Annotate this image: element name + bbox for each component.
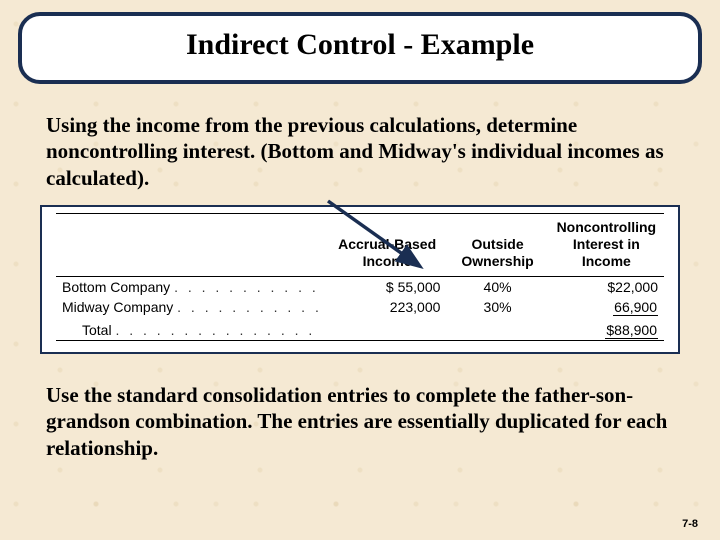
col-header-nci: NoncontrollingInterest inIncome <box>549 215 664 276</box>
leader-dots: . . . . . . . . . . . <box>174 279 319 295</box>
outside-value: 30% <box>446 297 548 318</box>
table-row: Bottom Company . . . . . . . . . . . $ 5… <box>56 276 664 297</box>
outside-value: 40% <box>446 276 548 297</box>
calculation-table: Accrual-BasedIncome OutsideOwnership Non… <box>56 213 664 342</box>
outro-text: Use the standard consolidation entries t… <box>18 382 702 461</box>
total-label: Total <box>82 322 112 338</box>
table-row: Midway Company . . . . . . . . . . . 223… <box>56 297 664 318</box>
page-number: 7-8 <box>682 518 698 530</box>
accrual-value: 223,000 <box>328 297 447 318</box>
title-box: Indirect Control - Example <box>18 12 702 84</box>
calculation-table-container: Accrual-BasedIncome OutsideOwnership Non… <box>40 205 680 354</box>
leader-dots: . . . . . . . . . . . <box>177 299 322 315</box>
row-label: Midway Company <box>62 299 173 315</box>
nci-total: $88,900 <box>549 318 664 341</box>
col-header-blank <box>56 215 328 276</box>
col-header-accrual: Accrual-BasedIncome <box>328 215 447 276</box>
nci-value: 66,900 <box>549 297 664 318</box>
table-total-row: Total . . . . . . . . . . . . . . . $88,… <box>56 318 664 341</box>
col-header-outside: OutsideOwnership <box>446 215 548 276</box>
leader-dots: . . . . . . . . . . . . . . . <box>115 322 315 338</box>
nci-value: $22,000 <box>549 276 664 297</box>
accrual-value: $ 55,000 <box>328 276 447 297</box>
row-label: Bottom Company <box>62 279 170 295</box>
intro-text: Using the income from the previous calcu… <box>18 112 702 191</box>
slide-title: Indirect Control - Example <box>42 28 678 62</box>
